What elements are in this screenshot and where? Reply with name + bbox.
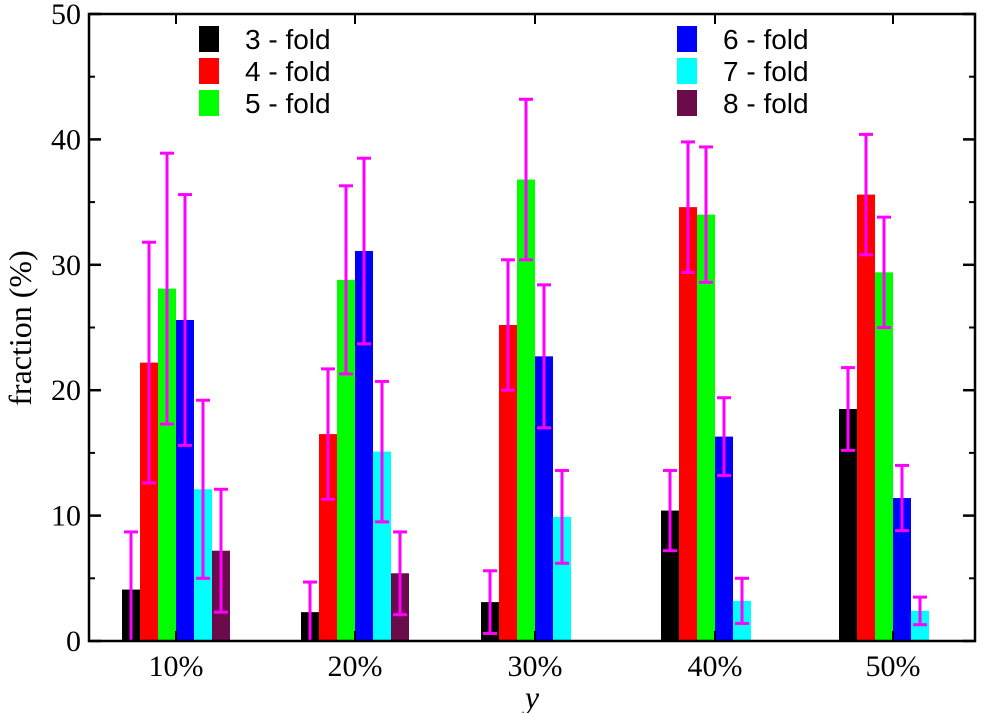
bar-6-fold-3 [715, 436, 733, 641]
error-bar-7-fold-4 [913, 595, 927, 627]
error-bar-3-fold-1 [303, 580, 317, 641]
y-tick-label: 40 [51, 123, 81, 156]
bar-4-fold-3 [679, 207, 697, 641]
error-bar-7-fold-3 [735, 576, 749, 625]
legend-swatch [199, 26, 219, 52]
error-bar-6-fold-1 [357, 156, 371, 346]
error-bar-4-fold-1 [321, 367, 335, 501]
legend-swatch [677, 58, 697, 84]
bar-7-fold-1 [373, 451, 391, 641]
y-tick-label: 20 [51, 374, 81, 407]
error-bar-4-fold-3 [681, 140, 695, 274]
x-axis: 10% 20% 30% 40% 50% [149, 14, 921, 683]
bar-4-fold-4 [857, 194, 875, 642]
error-bar-5-fold-3 [699, 145, 713, 284]
error-bar-3-fold-0 [124, 530, 138, 641]
x-tick-label: 20% [328, 650, 383, 683]
y-tick-label: 10 [51, 500, 81, 533]
legend-label: 6 - fold [723, 24, 809, 55]
error-bar-6-fold-4 [895, 463, 909, 533]
legend-label: 8 - fold [723, 88, 809, 119]
error-bar-6-fold-2 [537, 283, 551, 430]
bars-layer [122, 179, 929, 642]
legend-item: 6 - fold [677, 24, 809, 55]
y-tick-label: 0 [66, 625, 81, 658]
bar-5-fold-1 [337, 279, 355, 641]
error-bar-5-fold-1 [339, 184, 353, 376]
legend-item: 3 - fold [199, 24, 331, 55]
bar-4-fold-0 [140, 362, 158, 641]
error-bar-8-fold-1 [393, 530, 407, 617]
bar-3-fold-3 [661, 510, 679, 641]
error-bar-7-fold-2 [555, 468, 569, 565]
error-bar-7-fold-0 [196, 398, 210, 580]
error-bar-3-fold-4 [841, 366, 855, 452]
error-bar-6-fold-3 [717, 396, 731, 477]
bar-6-fold-4 [893, 498, 911, 641]
x-tick-label: 40% [688, 650, 743, 683]
legend-item: 7 - fold [677, 56, 809, 87]
y-tick-label: 30 [51, 249, 81, 282]
bar-6-fold-1 [355, 251, 373, 642]
legend-swatch [199, 90, 219, 116]
y-axis: 0 10 20 30 40 50 [51, 0, 975, 658]
x-axis-title: y [522, 679, 540, 713]
error-bar-3-fold-2 [483, 569, 497, 635]
legend-swatch [677, 26, 697, 52]
error-bar-7-fold-1 [375, 379, 389, 524]
x-tick-label: 30% [508, 650, 563, 683]
error-bar-4-fold-2 [501, 258, 515, 392]
error-bar-4-fold-0 [142, 240, 156, 485]
legend-item: 5 - fold [199, 88, 331, 119]
y-axis-title: fraction (%) [2, 250, 38, 405]
error-bar-5-fold-2 [519, 97, 533, 262]
error-bars-layer [124, 97, 927, 641]
x-tick-label: 50% [866, 650, 921, 683]
legend-swatch [677, 90, 697, 116]
legend-label: 5 - fold [245, 88, 331, 119]
legend-label: 7 - fold [723, 56, 809, 87]
error-bar-5-fold-4 [877, 215, 891, 329]
bar-4-fold-1 [319, 434, 337, 641]
legend-label: 4 - fold [245, 56, 331, 87]
error-bar-6-fold-0 [178, 193, 192, 447]
bar-6-fold-0 [176, 319, 194, 641]
x-tick-label: 10% [149, 650, 204, 683]
bar-5-fold-4 [875, 272, 893, 641]
legend-swatch [199, 58, 219, 84]
error-bar-4-fold-4 [859, 132, 873, 257]
error-bar-3-fold-3 [663, 468, 677, 553]
legend-item: 8 - fold [677, 88, 809, 119]
bar-4-fold-2 [499, 324, 517, 641]
legend-label: 3 - fold [245, 24, 331, 55]
legend-item: 4 - fold [199, 56, 331, 87]
error-bar-8-fold-0 [214, 487, 228, 614]
bar-7-fold-2 [553, 516, 571, 641]
bar-5-fold-3 [697, 214, 715, 641]
bar-5-fold-0 [158, 288, 176, 641]
bar-5-fold-2 [517, 179, 535, 641]
error-bar-5-fold-0 [160, 151, 174, 426]
bar-3-fold-4 [839, 409, 857, 641]
y-tick-label: 50 [51, 0, 81, 31]
